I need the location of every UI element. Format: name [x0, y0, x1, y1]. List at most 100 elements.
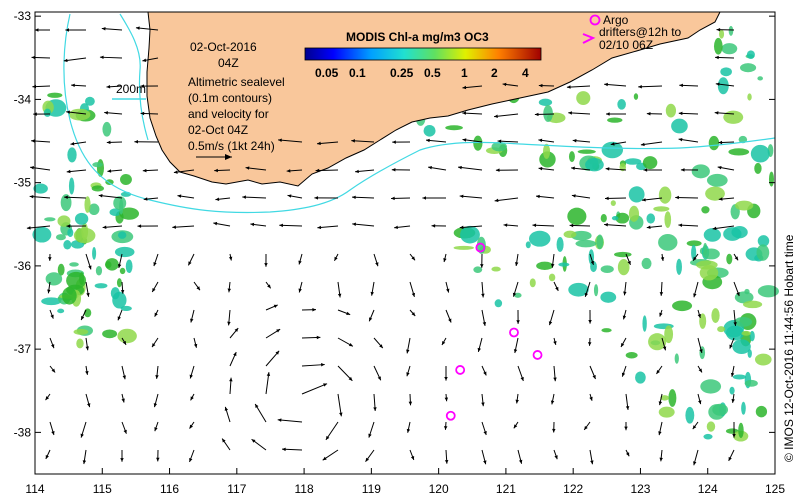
chlorophyll-patch [125, 259, 133, 274]
current-vector-head [250, 222, 255, 227]
chlorophyll-patch [755, 405, 768, 418]
y-tick-label: -37 [14, 342, 32, 356]
current-vector-head [66, 110, 70, 114]
chlorophyll-patch [79, 272, 85, 285]
current-vector-head [82, 460, 87, 465]
chlorophyll-patch [556, 237, 564, 252]
current-vector-head [532, 223, 537, 227]
chlorophyll-patch [705, 186, 725, 201]
chlorophyll-patch [708, 135, 720, 151]
chlorophyll-patch [69, 262, 79, 267]
current-vector-head [658, 401, 663, 406]
current-vector-head [153, 262, 157, 267]
chlorophyll-patch [717, 326, 726, 333]
current-vector [172, 225, 195, 228]
current-vector-head [659, 292, 664, 296]
chlorophyll-patch [633, 93, 639, 100]
chlorophyll-patch [658, 234, 678, 251]
current-vector-head [87, 403, 91, 408]
chlorophyll-patch [63, 240, 72, 250]
current-vector-head [569, 223, 574, 228]
chlorophyll-patch [590, 261, 597, 273]
current-vector-head [373, 407, 377, 411]
current-vector-head [140, 84, 145, 88]
current-vector-head [698, 368, 702, 373]
current-vector-head [213, 221, 218, 226]
current-vector-head [227, 321, 231, 326]
current-vector-head [553, 377, 557, 382]
chlorophyll-patch [741, 330, 751, 336]
chlorophyll-patch [699, 313, 707, 329]
current-vector-head [483, 431, 487, 436]
current-vector-head [536, 194, 540, 199]
chlorophyll-patch [749, 330, 755, 342]
current-vector-head [659, 457, 663, 462]
chlorophyll-patch [600, 214, 607, 223]
chlorophyll-patch [685, 406, 695, 424]
chlorophyll-patch [664, 211, 672, 228]
current-vector-head [65, 28, 69, 32]
current-vector-head [31, 139, 35, 143]
chlorophyll-patch [703, 433, 713, 440]
current-vector-head [410, 456, 415, 460]
current-vector-head [604, 82, 608, 87]
current-vector-head [227, 288, 232, 293]
chlorophyll-patches [32, 25, 779, 442]
current-vector-head [45, 454, 49, 459]
current-vector-head [317, 225, 322, 230]
current-vector-head [728, 456, 732, 461]
current-vector-head [693, 461, 697, 466]
current-vector-head [233, 352, 237, 357]
current-vector-head [729, 344, 733, 349]
x-axis-ticks: 114 115 116 117 118 119 120 121 122 123 124 125 [25, 468, 785, 496]
chlorophyll-patch [116, 278, 122, 288]
current-vector-head [624, 426, 628, 431]
chlorophyll-patch [453, 245, 474, 250]
chlorophyll-patch [601, 141, 624, 159]
current-vector-head [697, 314, 701, 318]
current-vector-head [120, 289, 125, 294]
chlorophyll-patch [729, 386, 735, 395]
chlorophyll-patch [674, 353, 679, 364]
chlorophyll-patch [536, 261, 554, 270]
chlorophyll-patch [757, 235, 770, 247]
current-vector-head [680, 168, 685, 172]
chlorophyll-patch [642, 156, 658, 170]
chlorophyll-patch [568, 151, 575, 163]
current-vector-head [117, 316, 121, 321]
current-vector-head [483, 460, 487, 465]
current-vector-head [47, 289, 51, 294]
current-vector-head [86, 292, 90, 297]
isobath-200m-inner [119, 13, 149, 141]
chlorophyll-patch [473, 135, 483, 151]
chlorophyll-patch [671, 118, 688, 134]
plot-frame [34, 11, 776, 475]
chlorophyll-patch [617, 99, 626, 110]
current-vector-head [222, 438, 226, 443]
chlorophyll-patch [543, 143, 551, 159]
current-vector-head [279, 223, 283, 228]
current-vector-head [606, 112, 610, 116]
current-vector-head [406, 349, 410, 354]
current-vector-head [314, 196, 319, 200]
current-vector [675, 196, 699, 199]
chlorophyll-patch [628, 205, 640, 222]
chlorophyll-patch [47, 92, 63, 98]
x-tick-label: 115 [93, 482, 112, 496]
current-vector-head [99, 55, 104, 60]
chlorophyll-patch [754, 162, 762, 175]
current-vector-head [50, 314, 54, 319]
chlorophyll-patch [575, 239, 597, 248]
chlorophyll-patch [68, 177, 75, 195]
chlorophyll-patch [568, 282, 589, 297]
current-vector-head [679, 83, 683, 88]
chlorophyll-patch [717, 77, 729, 95]
current-vector-head [513, 349, 518, 353]
chlorophyll-patch [672, 300, 693, 312]
chlorophyll-patch [646, 213, 656, 224]
current-vector-head [375, 262, 379, 267]
current-vector-head [588, 320, 592, 324]
current-vector-head [351, 139, 355, 143]
colorbar-ticks: 0.05 0.1 0.25 0.5 1 2 4 [315, 66, 529, 80]
chlorophyll-patch [92, 247, 97, 260]
